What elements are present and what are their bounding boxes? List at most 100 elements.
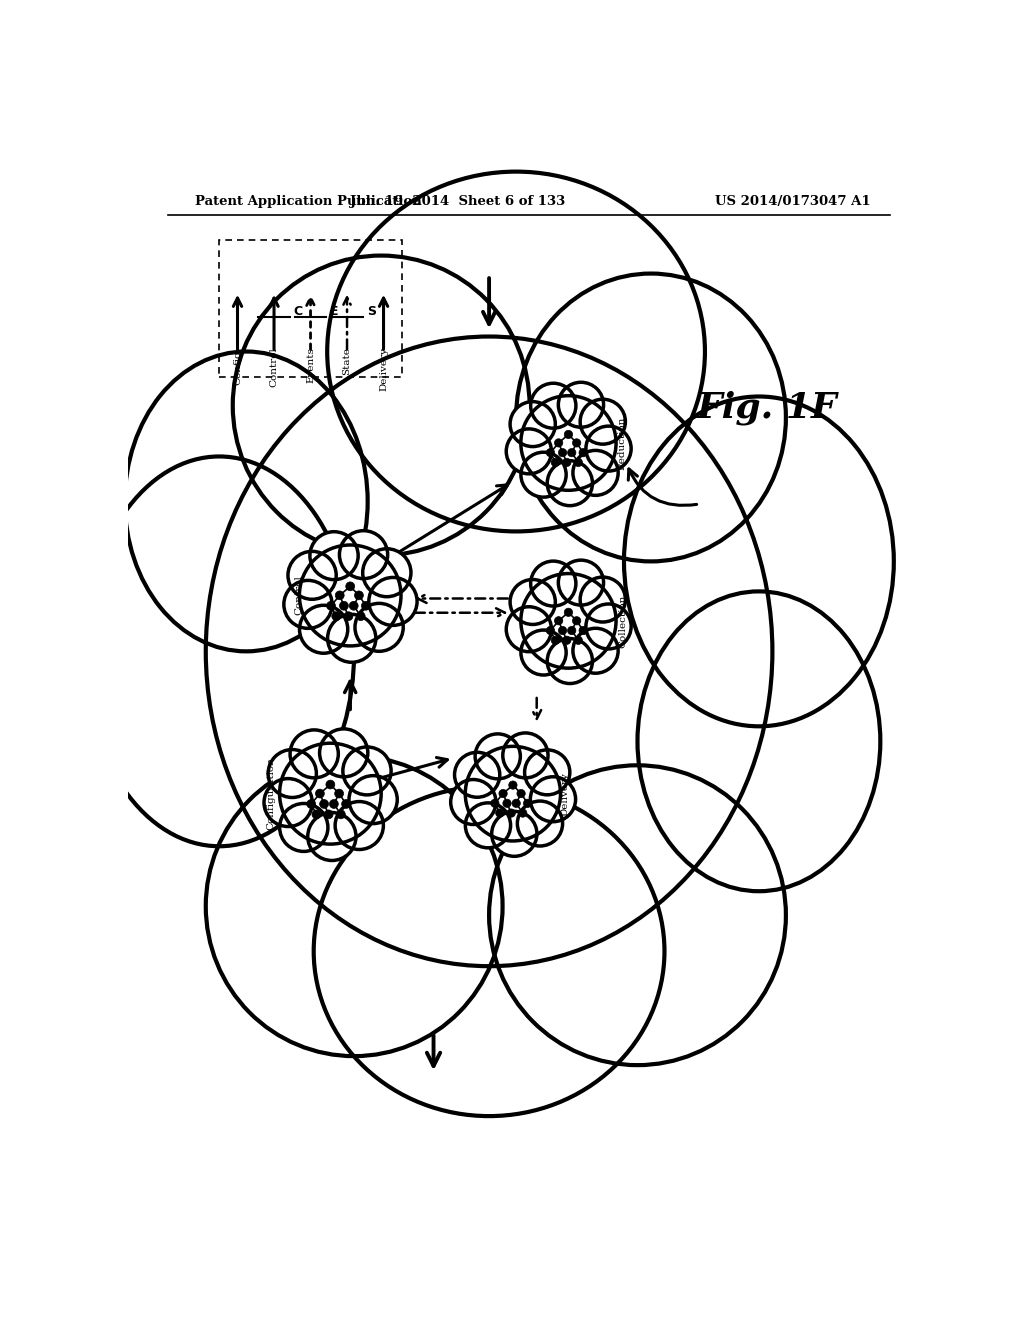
Ellipse shape [638, 591, 881, 891]
Ellipse shape [356, 611, 366, 620]
Ellipse shape [567, 449, 575, 457]
Ellipse shape [579, 449, 588, 457]
Ellipse shape [361, 602, 371, 610]
Ellipse shape [280, 804, 328, 851]
Ellipse shape [503, 799, 511, 808]
Ellipse shape [547, 461, 593, 506]
Ellipse shape [579, 627, 588, 635]
Ellipse shape [232, 256, 529, 556]
Ellipse shape [554, 616, 563, 624]
Ellipse shape [518, 809, 527, 817]
Ellipse shape [319, 729, 368, 777]
Ellipse shape [284, 581, 332, 628]
Ellipse shape [521, 453, 566, 498]
Ellipse shape [475, 734, 520, 779]
Ellipse shape [492, 812, 537, 857]
Ellipse shape [332, 611, 341, 620]
Ellipse shape [308, 813, 356, 861]
Ellipse shape [206, 337, 772, 966]
Ellipse shape [330, 800, 338, 808]
Ellipse shape [572, 628, 618, 673]
Text: Reduction: Reduction [617, 416, 627, 470]
Ellipse shape [299, 545, 401, 645]
Ellipse shape [349, 602, 358, 610]
Ellipse shape [562, 636, 571, 644]
Ellipse shape [572, 616, 581, 624]
Ellipse shape [339, 531, 388, 578]
Ellipse shape [335, 801, 383, 850]
Ellipse shape [349, 776, 397, 824]
Text: Fig. 1F: Fig. 1F [696, 391, 838, 425]
Ellipse shape [523, 799, 531, 808]
Ellipse shape [562, 458, 571, 466]
Ellipse shape [337, 810, 345, 818]
Ellipse shape [340, 602, 348, 610]
Ellipse shape [554, 438, 563, 447]
Ellipse shape [342, 800, 350, 808]
Text: S: S [367, 305, 376, 318]
Text: C: C [294, 305, 303, 318]
Text: Delivery: Delivery [379, 347, 388, 391]
Text: Collection: Collection [617, 594, 627, 648]
Ellipse shape [530, 776, 575, 822]
Ellipse shape [465, 803, 511, 847]
Text: Configuration: Configuration [266, 758, 275, 830]
Ellipse shape [586, 426, 631, 471]
Ellipse shape [506, 607, 552, 652]
Text: State: State [343, 347, 351, 375]
Ellipse shape [84, 457, 354, 846]
Text: E: E [331, 305, 339, 318]
Ellipse shape [335, 789, 343, 799]
Ellipse shape [558, 627, 566, 635]
Text: Control: Control [269, 347, 279, 387]
Text: US 2014/0173047 A1: US 2014/0173047 A1 [715, 194, 870, 207]
Ellipse shape [572, 450, 618, 495]
Ellipse shape [510, 401, 555, 446]
Ellipse shape [299, 606, 348, 653]
Ellipse shape [546, 449, 555, 457]
Ellipse shape [335, 591, 344, 599]
Ellipse shape [328, 172, 705, 532]
Ellipse shape [624, 396, 894, 726]
Ellipse shape [455, 752, 500, 797]
Ellipse shape [310, 532, 358, 579]
Ellipse shape [586, 605, 631, 649]
Text: Control: Control [294, 576, 303, 615]
Ellipse shape [327, 602, 336, 610]
Ellipse shape [551, 458, 559, 466]
Text: Patent Application Publication: Patent Application Publication [196, 194, 422, 207]
Ellipse shape [558, 560, 603, 605]
Ellipse shape [344, 611, 353, 620]
Text: Config.: Config. [233, 347, 242, 384]
Ellipse shape [572, 438, 581, 447]
Ellipse shape [465, 746, 560, 841]
Ellipse shape [325, 810, 333, 818]
Ellipse shape [558, 383, 603, 428]
Ellipse shape [489, 766, 785, 1065]
Ellipse shape [499, 789, 507, 797]
Ellipse shape [346, 582, 354, 591]
Ellipse shape [546, 627, 555, 635]
Ellipse shape [564, 609, 572, 616]
Ellipse shape [354, 591, 364, 599]
Ellipse shape [509, 781, 517, 789]
Ellipse shape [369, 577, 417, 626]
Ellipse shape [521, 396, 616, 490]
Ellipse shape [517, 789, 525, 797]
Ellipse shape [547, 639, 593, 684]
Ellipse shape [343, 747, 391, 795]
Ellipse shape [290, 730, 338, 777]
Ellipse shape [328, 614, 376, 663]
Ellipse shape [125, 351, 368, 651]
Ellipse shape [490, 799, 499, 808]
Ellipse shape [574, 458, 583, 466]
Ellipse shape [288, 552, 336, 599]
Text: Events: Events [306, 347, 315, 383]
Ellipse shape [510, 579, 555, 624]
Ellipse shape [312, 810, 321, 818]
Ellipse shape [551, 636, 559, 644]
Ellipse shape [507, 809, 515, 817]
Ellipse shape [564, 430, 572, 438]
Ellipse shape [496, 809, 504, 817]
Ellipse shape [264, 779, 312, 826]
